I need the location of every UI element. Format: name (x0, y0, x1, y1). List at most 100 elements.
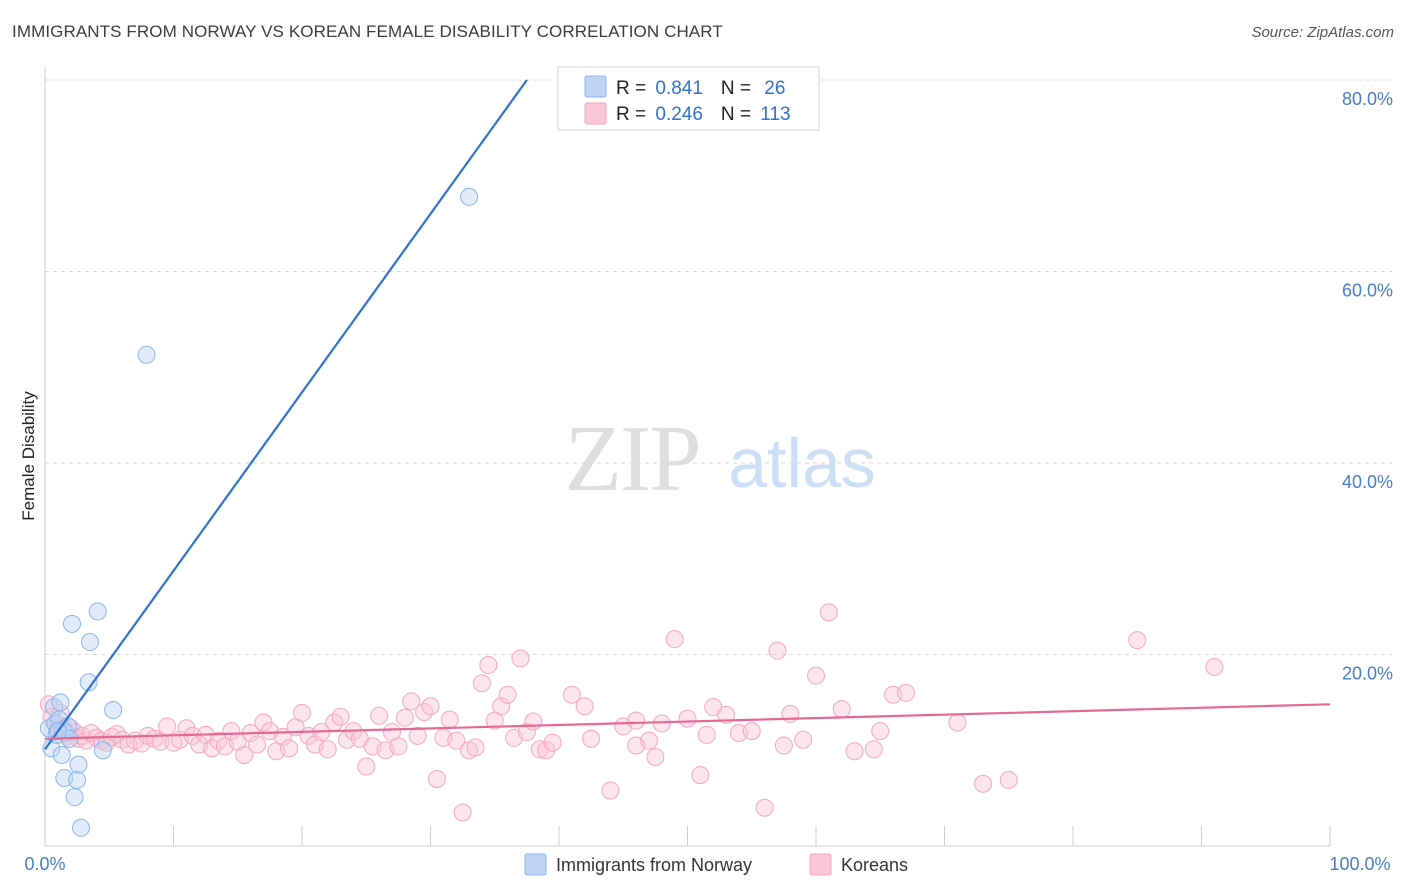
koreans-point-51 (318, 740, 337, 759)
norway-point-24 (460, 187, 479, 206)
koreans-point-59 (370, 706, 389, 725)
koreans-point-96 (665, 630, 684, 649)
top-legend: R = 0.841 N = 26 R = 0.246 N = 113 (557, 66, 820, 131)
koreans-point-101 (717, 705, 736, 724)
koreans-point-38 (235, 746, 254, 765)
norway-point-18 (79, 673, 98, 692)
koreans-point-71 (447, 731, 466, 750)
koreans-point-106 (774, 736, 793, 755)
koreans-point-18 (107, 724, 126, 743)
koreans-point-70 (440, 710, 459, 729)
norway-point-6 (51, 693, 70, 712)
norway-point-13 (62, 614, 81, 633)
norway-point-20 (88, 602, 107, 621)
koreans-point-78 (492, 697, 511, 716)
koreans-point-105 (768, 641, 787, 660)
koreans-point-29 (177, 719, 196, 738)
koreans-point-64 (402, 692, 421, 711)
koreans-point-75 (472, 674, 491, 693)
koreans-point-74 (466, 738, 485, 757)
koreans-point-83 (524, 712, 543, 731)
y-axis-label: Female Disability (19, 391, 38, 521)
koreans-point-121 (1205, 657, 1224, 676)
koreans-point-114 (871, 722, 890, 741)
koreans-point-109 (807, 666, 825, 685)
koreans-point-87 (562, 685, 581, 704)
koreans-point-97 (678, 709, 697, 728)
norway-point-16 (69, 755, 88, 774)
koreans-point-122 (627, 736, 646, 755)
legend-koreans-n: 113 (760, 104, 790, 125)
koreans-point-36 (222, 722, 241, 741)
bottom-legend-label-koreans: Koreans (841, 855, 908, 875)
trendlines (44, 79, 1331, 750)
norway-trendline (44, 79, 528, 750)
legend-swatch-koreans (584, 102, 607, 125)
x-tick-label-min: 0.0% (24, 854, 65, 874)
koreans-point-113 (864, 740, 883, 759)
y-tick-label-60: 60.0% (1342, 281, 1393, 301)
koreans-point-110 (819, 603, 838, 622)
koreans-point-40 (248, 735, 267, 754)
koreans-point-57 (357, 757, 376, 776)
source-label: Source: ZipAtlas.com (1251, 24, 1394, 41)
koreans-point-88 (575, 697, 594, 716)
koreans-trendline (44, 703, 1331, 740)
koreans-point-79 (498, 685, 517, 704)
koreans-point-99 (697, 725, 716, 744)
norway-point-23 (137, 345, 156, 364)
koreans-point-108 (794, 730, 813, 749)
legend-row-norway: R = 0.841 N = 26 (616, 78, 785, 99)
koreans-point-76 (479, 656, 498, 675)
legend-norway-n: 26 (764, 78, 785, 99)
norway-point-19 (80, 633, 99, 652)
koreans-point-63 (395, 708, 414, 727)
koreans-point-92 (627, 711, 646, 730)
koreans-point-112 (845, 742, 864, 761)
koreans-point-118 (974, 774, 993, 793)
y-tick-label-80: 80.0% (1342, 89, 1393, 109)
legend-norway-r: 0.841 (655, 78, 703, 99)
koreans-point-103 (742, 722, 761, 741)
koreans-point-104 (755, 798, 774, 817)
koreans-point-111 (832, 700, 851, 719)
norway-point-17 (71, 818, 90, 837)
bottom-legend-swatch-koreans (809, 853, 832, 876)
koreans-point-120 (1128, 631, 1147, 650)
x-ticks (173, 826, 1331, 846)
koreans-point-119 (999, 770, 1018, 789)
y-tick-labels: 20.0% 40.0% 60.0% 80.0% (1342, 89, 1393, 684)
legend-row-koreans: R = 0.246 N = 113 (616, 104, 791, 125)
koreans-point-85 (537, 741, 556, 760)
koreans-point-117 (948, 713, 967, 732)
koreans-point-90 (601, 781, 620, 800)
koreans-point-25 (151, 732, 170, 751)
koreans-point-62 (389, 737, 408, 756)
koreans-point-86 (543, 733, 562, 752)
koreans-point-81 (511, 649, 530, 668)
norway-point-14 (65, 788, 84, 807)
bottom-legend-label-norway: Immigrants from Norway (556, 855, 752, 875)
y-tick-label-20: 20.0% (1342, 664, 1393, 684)
legend-swatch-norway (584, 75, 607, 98)
legend-koreans-r: 0.246 (655, 104, 703, 125)
koreans-point-53 (331, 707, 350, 726)
series-koreans-points (39, 603, 1224, 822)
koreans-point-94 (646, 747, 665, 766)
watermark-zip: ZIP (565, 407, 700, 511)
y-tick-label-40: 40.0% (1342, 472, 1393, 492)
koreans-point-68 (427, 769, 446, 788)
koreans-point-89 (582, 729, 601, 748)
chart-title: IMMIGRANTS FROM NORWAY VS KOREAN FEMALE … (12, 22, 723, 41)
koreans-point-116 (896, 683, 915, 702)
koreans-point-98 (691, 766, 710, 785)
koreans-point-72 (453, 803, 472, 822)
norway-point-7 (52, 746, 71, 765)
koreans-point-65 (408, 726, 427, 745)
x-tick-label-max: 100.0% (1329, 854, 1390, 874)
koreans-point-45 (280, 739, 299, 758)
norway-point-15 (68, 770, 87, 789)
koreans-point-26 (158, 717, 177, 736)
koreans-point-67 (421, 697, 440, 716)
